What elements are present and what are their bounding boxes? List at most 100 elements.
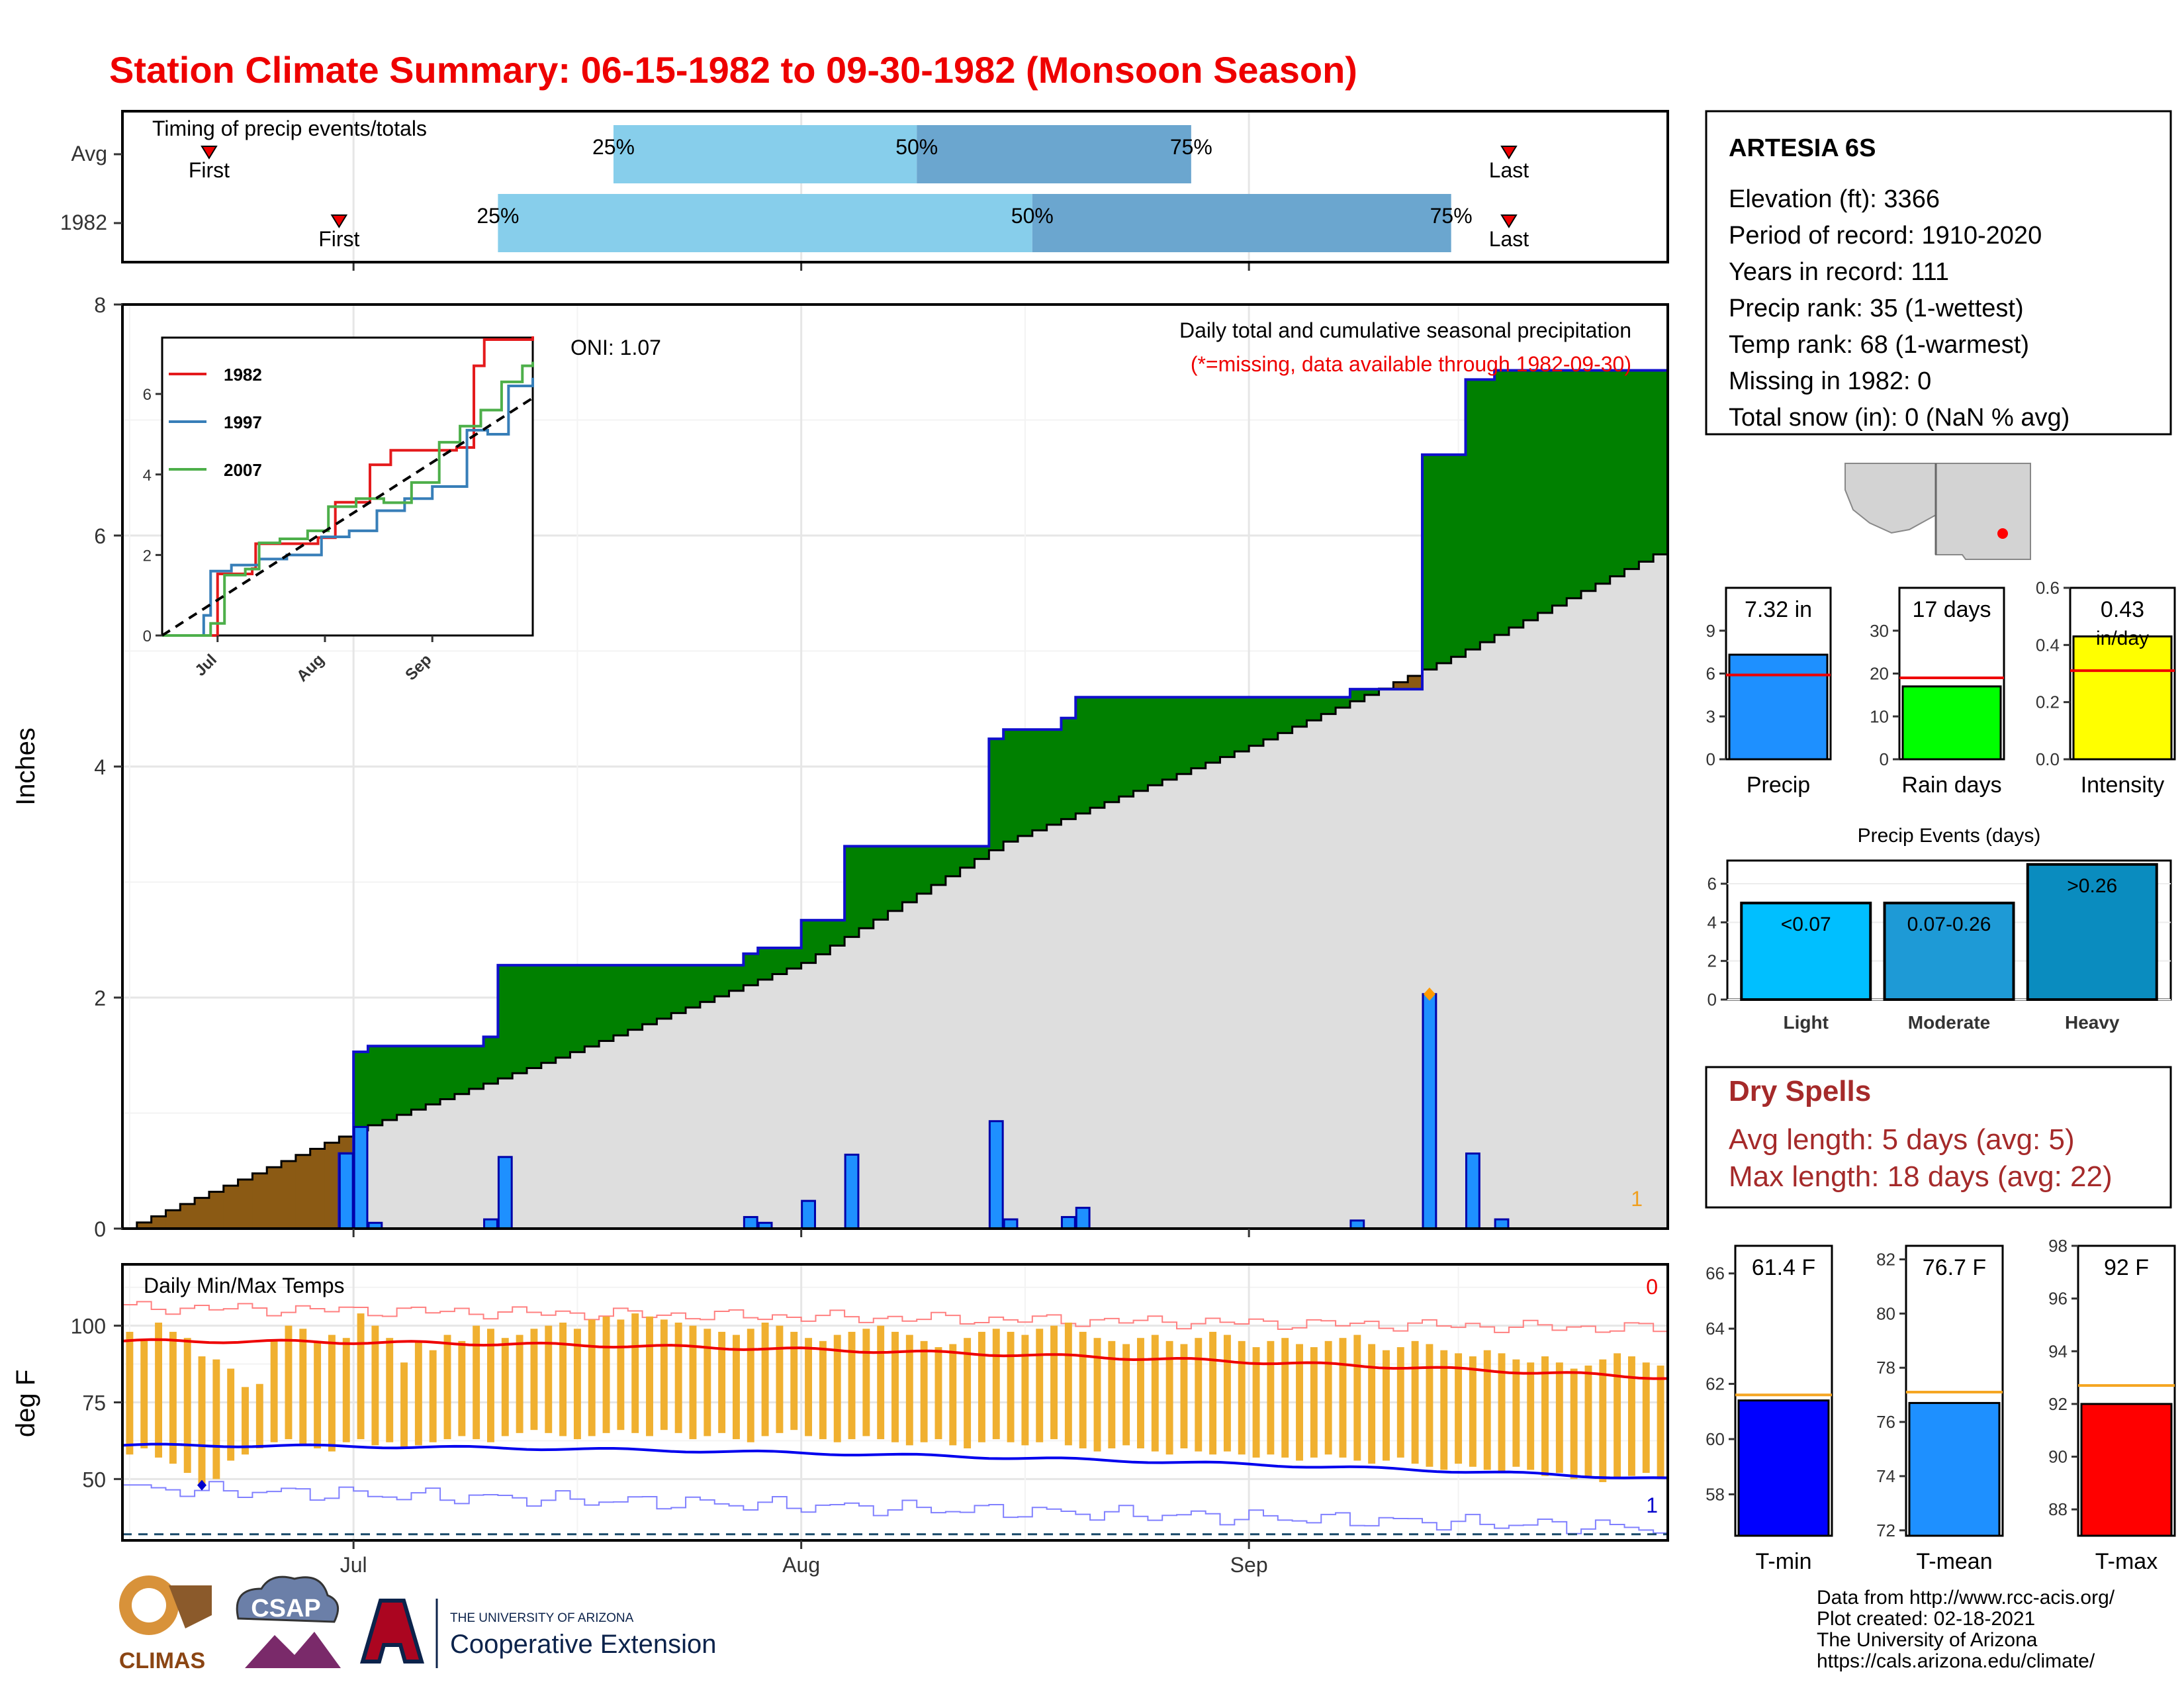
precip-surplus-segment [1292,697,1308,727]
daily-temp-range-bar [747,1329,754,1442]
daily-temp-range-bar [1036,1329,1044,1442]
precip-events-bar [1883,902,2015,1001]
daily-temp-range-bar [126,1331,134,1455]
temp-note-bottom: 1 [1646,1493,1658,1517]
daily-precip-bar [801,1199,816,1230]
daily-temp-range-bar [1064,1323,1072,1446]
summary-value-bar [2080,1403,2173,1537]
daily-temp-range-bar [1353,1335,1361,1461]
precip-y-tick-label: 4 [94,755,106,779]
precip-events-bar-label: >0.26 [2067,875,2117,897]
climas-logo-ring [132,1588,166,1622]
daily-temp-range-bar [1238,1340,1246,1455]
avg-tmax-line [122,1338,1668,1380]
precip-surplus-segment [686,965,701,1008]
summary-value-label: 61.4 F [1752,1255,1815,1280]
ua-logo: THE UNIVERSITY OF ARIZONA Cooperative Ex… [359,1599,716,1668]
precip-surplus-segment [729,965,744,991]
temp-x-tick-label: Jul [340,1553,367,1577]
timing-marker-triangle [1500,146,1518,160]
daily-temp-range-bar [1195,1338,1203,1452]
daily-temp-range-bar [1455,1353,1463,1464]
daily-temp-range-bar [1151,1335,1159,1452]
inset-legend-label: 2007 [224,460,262,480]
daily-temp-range-bar [328,1335,336,1452]
daily-temp-range-bar [242,1387,249,1455]
summary-panel-label: Intensity [2081,773,2165,798]
precip-cumulative-1982-line [122,369,1668,1230]
station-line: Precip rank: 35 (1-wettest) [1729,295,2024,322]
daily-temp-range-bar [400,1362,408,1448]
csap-logo-text: CSAP [251,1595,321,1622]
precip-surplus-segment [1104,697,1120,802]
daily-temp-range-bar [1267,1340,1275,1455]
precip-surplus-segment [1249,697,1264,746]
station-line: Years in record: 111 [1729,258,1949,286]
dry-spells-title: Dry Spells [1729,1075,1871,1107]
precip-surplus-segment [1205,697,1221,763]
summary-y-tick-label: 62 [1706,1374,1725,1394]
timing-bar-q25-q50 [498,194,1032,252]
credits: Data from http://www.rcc-acis.org/ Plot … [1817,1587,2115,1672]
summary-panel-label: Rain days [1901,773,2001,798]
summary-y-tick-label: 82 [1876,1249,1895,1269]
timing-quantile-label: 50% [895,135,938,159]
daily-temp-range-bar [805,1338,813,1436]
precip-deficit-segment [151,1216,167,1229]
precip-events-y-tick-label: 6 [1707,874,1717,894]
precip-subtitle: (*=missing, data available through 1982-… [1191,352,1631,376]
precip-deficit-segment [281,1161,296,1229]
summary-y-tick-label: 0.0 [2036,749,2060,769]
daily-temp-range-bar [1426,1344,1433,1467]
daily-temp-range-bar [1642,1362,1650,1474]
daily-temp-range-bar [473,1325,480,1440]
temp-summary-panels: 61.4 F 58 60 62 64 66 T-min 76.7 F 72 74 76 78 80 82 T… [1706,1236,2176,1574]
precip-surplus-segment [353,1052,369,1131]
daily-temp-range-bar [1093,1338,1101,1452]
temp-y-tick-label: 50 [82,1468,106,1491]
timing-frame [121,110,1669,263]
daily-precip-bar [1494,1218,1510,1230]
precip-surplus-segment [931,846,946,885]
daily-temp-range-bar [1396,1347,1404,1458]
daily-temp-range-bar [1498,1353,1506,1474]
record-high-line [122,1301,1668,1333]
daily-temp-range-bar [905,1335,913,1446]
precip-surplus-segment [1118,697,1134,797]
precip-surplus-segment [786,947,802,969]
csap-logo: CSAP [236,1575,341,1668]
station-info-frame [1705,110,2172,436]
summary-value-label: 7.32 in [1745,597,1812,622]
timing-marker-label: First [189,158,230,182]
precip-corner-note: 1 [1631,1187,1643,1211]
precip-surplus-segment [627,965,643,1030]
daily-temp-range-bar [1021,1335,1029,1446]
summary-value-bar [1901,685,2002,761]
precip-surplus-segment [657,965,672,1019]
summary-y-tick-label: 78 [1876,1358,1895,1378]
daily-temp-range-bar [501,1338,509,1436]
precip-events-panel: Precip Events (days) 0 2 4 6 <0.07 Light 0.07-… [1707,825,2172,1033]
precip-surplus-segment [858,846,874,929]
summary-value-bar [1908,1401,2001,1537]
daily-precip-bar [1075,1207,1091,1230]
station-line: Elevation (ft): 3366 [1729,185,1940,213]
precip-surplus-segment [382,1046,398,1120]
timing-marker-triangle [1500,214,1518,228]
daily-temp-range-bar [978,1331,985,1442]
daily-temp-range-bar [386,1338,394,1442]
precip-surplus-segment [1624,370,1639,569]
precip-surplus-segment [945,846,961,876]
precip-y-tick-label: 8 [94,293,106,317]
daily-temp-range-bar [1627,1356,1635,1476]
ua-logo-big-text: Cooperative Extension [450,1630,716,1659]
summary-y-tick-label: 6 [1706,664,1715,684]
summary-y-tick-label: 0 [1706,749,1715,769]
precip-surplus-segment [1523,370,1539,620]
precip-deficit-segment [252,1173,267,1229]
daily-temp-range-bar [1469,1356,1477,1467]
summary-value-label: 17 days [1912,597,1991,622]
daily-temp-range-bar [285,1325,293,1440]
precip-surplus-segment [1537,370,1553,613]
summary-y-tick-label: 60 [1706,1429,1725,1449]
